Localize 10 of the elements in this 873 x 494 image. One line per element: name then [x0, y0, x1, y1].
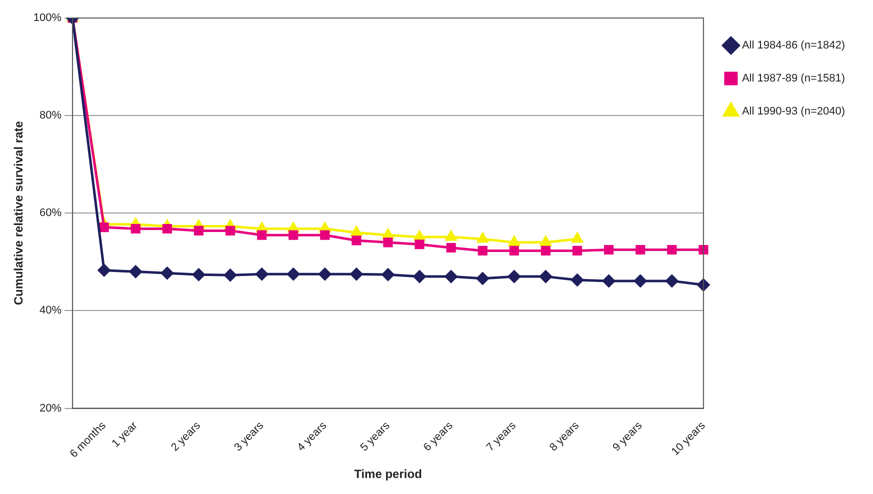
- y-tick-label: 100%: [33, 12, 62, 24]
- legend-label: All 1990-93 (n=2040): [742, 106, 845, 118]
- y-axis-title: Cumulative relative survival rate: [12, 120, 26, 306]
- y-tick-label: 20%: [40, 402, 62, 414]
- legend-label: All 1987-89 (n=1581): [742, 72, 845, 85]
- y-tick-label: 40%: [40, 304, 62, 317]
- legend-label: All 1984-86 (n=1842): [742, 40, 845, 52]
- x-axis-title: Time period: [354, 467, 422, 482]
- y-tick-label: 80%: [40, 110, 62, 122]
- y-tick-label: 60%: [40, 207, 62, 220]
